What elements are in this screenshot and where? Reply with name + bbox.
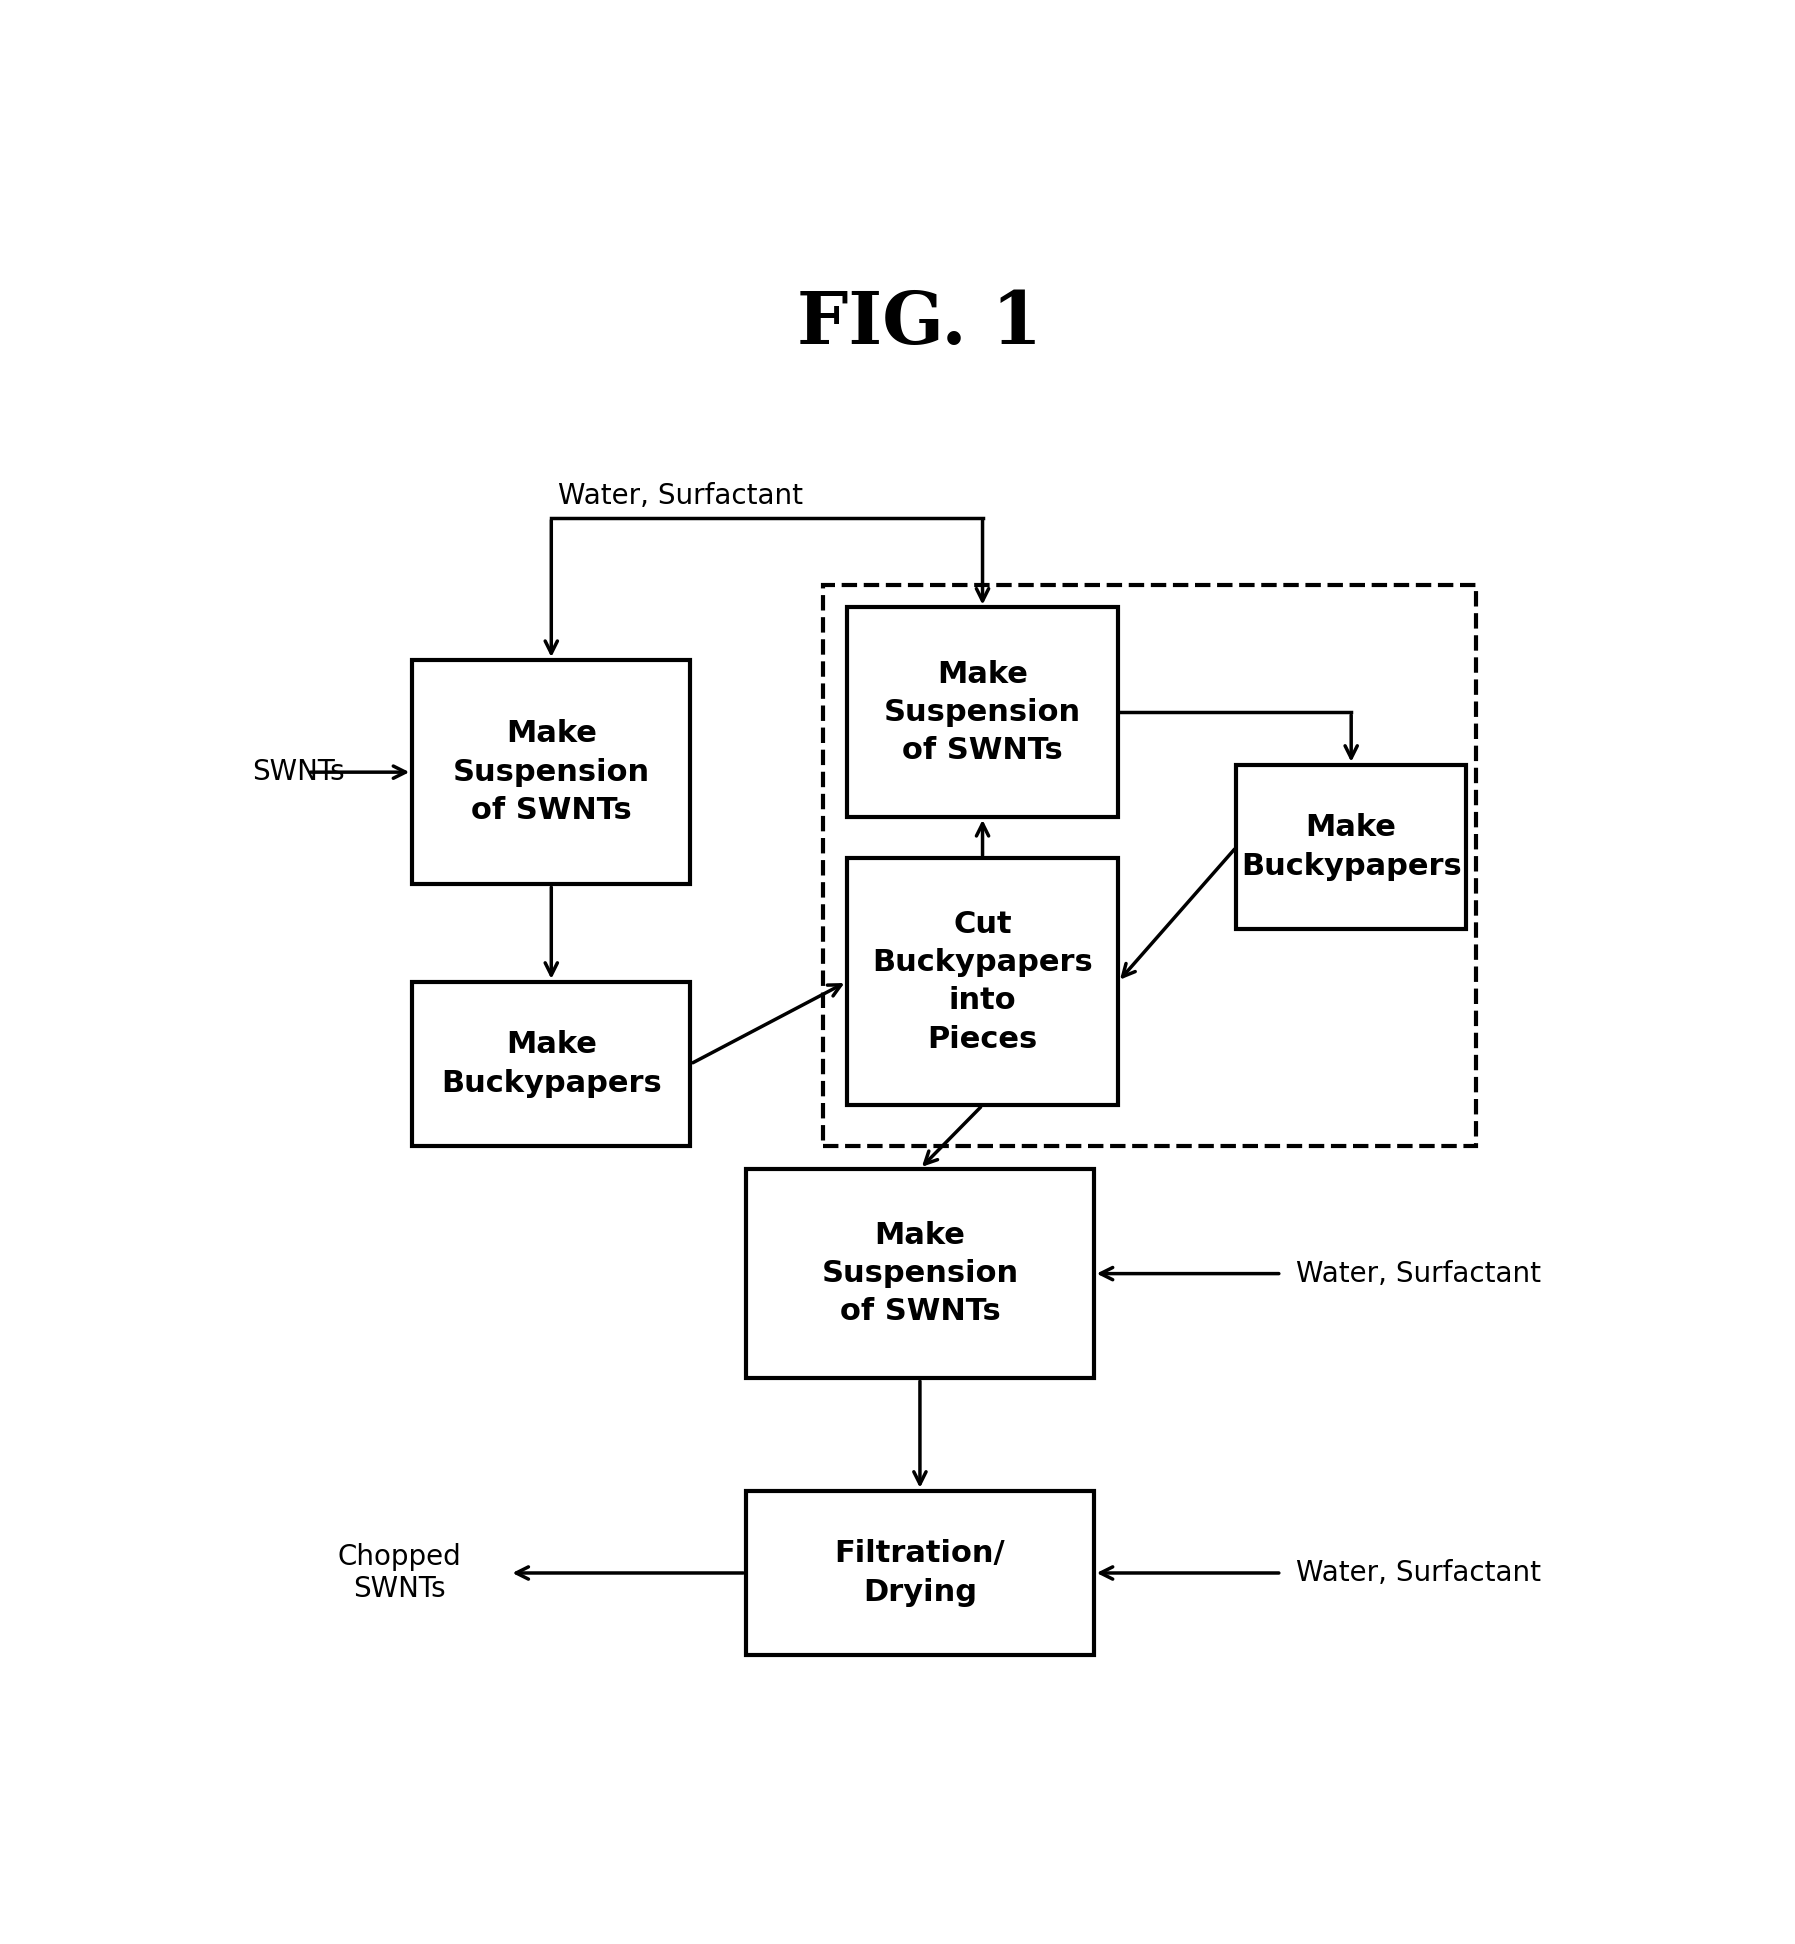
Text: Make
Suspension
of SWNTs: Make Suspension of SWNTs (452, 719, 650, 824)
Bar (847, 607, 1118, 816)
Bar (1237, 764, 1467, 929)
Text: Water, Surfactant: Water, Surfactant (1296, 1260, 1540, 1287)
Text: Make
Suspension
of SWNTs: Make Suspension of SWNTs (883, 659, 1081, 766)
Text: Make
Buckypapers: Make Buckypapers (442, 1030, 662, 1098)
Bar (747, 1491, 1093, 1656)
Bar (413, 659, 691, 885)
Text: FIG. 1: FIG. 1 (797, 288, 1043, 358)
Bar (747, 1168, 1093, 1378)
Text: Make
Suspension
of SWNTs: Make Suspension of SWNTs (822, 1221, 1018, 1326)
Text: Filtration/
Drying: Filtration/ Drying (835, 1540, 1005, 1606)
Text: Water, Surfactant: Water, Surfactant (1296, 1559, 1540, 1586)
Bar (847, 857, 1118, 1106)
Text: SWNTs: SWNTs (251, 758, 345, 785)
Text: Cut
Buckypapers
into
Pieces: Cut Buckypapers into Pieces (872, 910, 1093, 1054)
Text: Water, Surfactant: Water, Surfactant (558, 482, 802, 509)
Text: Make
Buckypapers: Make Buckypapers (1240, 813, 1461, 881)
Bar (413, 982, 691, 1147)
Bar (822, 585, 1475, 1147)
Text: Chopped
SWNTs: Chopped SWNTs (337, 1544, 461, 1604)
